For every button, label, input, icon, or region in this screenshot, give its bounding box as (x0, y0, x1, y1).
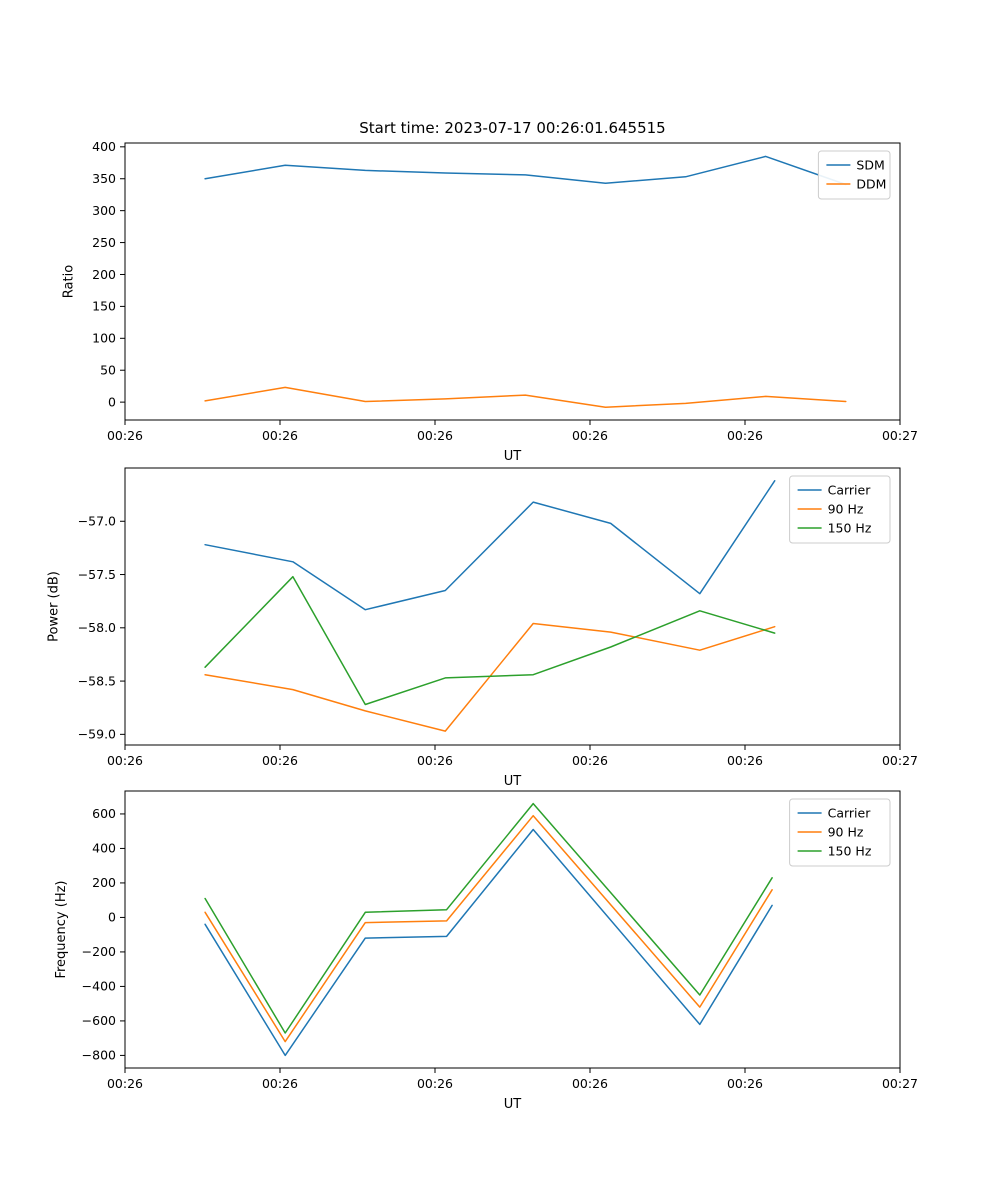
x-axis-label: UT (504, 449, 522, 464)
axes-frame (124, 790, 901, 1069)
y-tick-label: 400 (92, 841, 116, 856)
legend-label: 150 Hz (828, 843, 872, 858)
x-tick-label: 00:26 (107, 753, 143, 768)
figure-title: Start time: 2023-07-17 00:26:01.645515 (359, 119, 665, 137)
x-tick-label: 00:26 (262, 428, 298, 443)
y-tick-label: 150 (92, 299, 116, 314)
legend-label: 90 Hz (828, 501, 864, 516)
y-axis-label: Frequency (Hz) (54, 880, 69, 978)
y-tick-label: −58.5 (78, 673, 116, 688)
legend: SDM DDM (817, 150, 891, 200)
y-tick-label: 250 (92, 235, 116, 250)
x-tick-label: 00:26 (572, 1076, 608, 1091)
x-tick-label: 00:26 (727, 428, 763, 443)
series-line-ddm (204, 386, 847, 408)
legend-label: DDM (856, 176, 886, 191)
legend-label: SDM (856, 157, 884, 172)
y-axis-label: Ratio (62, 265, 77, 298)
legend-label: Carrier (828, 805, 872, 820)
subplot-2: −59.0 −58.5 −58.0 −57.5 −57.0 00:26 00:26 00:26… (47, 467, 918, 789)
series-line-carrier (204, 480, 776, 611)
x-tick-label: 00:26 (572, 753, 608, 768)
y-tick-label: −400 (82, 979, 116, 994)
y-tick-label: 200 (92, 875, 116, 890)
x-axis-label: UT (504, 1097, 522, 1112)
series-line-150-hz (204, 575, 776, 706)
x-tick-label: 00:26 (262, 1076, 298, 1091)
axes-frame (124, 142, 901, 421)
legend-box (817, 150, 891, 200)
x-tick-label: 00:26 (262, 753, 298, 768)
x-tick-label: 00:27 (882, 753, 918, 768)
x-tick-label: 00:26 (107, 1076, 143, 1091)
y-tick-label: 0 (108, 910, 116, 925)
y-tick-label: 0 (108, 394, 116, 409)
y-tick-label: 300 (92, 203, 116, 218)
y-tick-label: 100 (92, 331, 116, 346)
x-tick-label: 00:26 (417, 428, 453, 443)
y-tick-label: −57.0 (78, 514, 116, 529)
axes-frame (124, 467, 901, 746)
y-tick-label: −57.5 (78, 567, 116, 582)
y-tick-label: 600 (92, 806, 116, 821)
legend-box (789, 798, 891, 867)
y-tick-label: −600 (82, 1013, 116, 1028)
y-tick-label: 350 (92, 171, 116, 186)
y-tick-label: 200 (92, 267, 116, 282)
x-tick-label: 00:26 (417, 753, 453, 768)
series-line-sdm (204, 155, 847, 186)
legend-box (789, 475, 891, 544)
x-tick-label: 00:26 (727, 753, 763, 768)
y-tick-label: −800 (82, 1048, 116, 1063)
y-tick-label: 400 (92, 139, 116, 154)
legend-label: Carrier (828, 482, 872, 497)
legend-label: 150 Hz (828, 520, 872, 535)
x-tick-label: 00:27 (882, 428, 918, 443)
series-line-carrier (204, 828, 773, 1057)
y-axis-label: Power (dB) (47, 571, 62, 642)
series-line-90-hz (204, 814, 773, 1043)
legend: Carrier 90 Hz 150 Hz (789, 475, 891, 544)
y-tick-label: −59.0 (78, 727, 116, 742)
legend-label: 90 Hz (828, 824, 864, 839)
legend: Carrier 90 Hz 150 Hz (789, 798, 891, 867)
series-line-150-hz (204, 802, 773, 1034)
x-axis-label: UT (504, 774, 522, 789)
x-tick-label: 00:26 (417, 1076, 453, 1091)
x-tick-label: 00:26 (572, 428, 608, 443)
subplot-1: 0 50 100 150 200 250 300 350 400 00:26 00:26 00:26 0… (62, 119, 919, 464)
y-tick-label: −200 (82, 944, 116, 959)
subplot-3: −800 −600 −400 −200 0 200 400 600 00:26 00:26 00:2… (54, 790, 918, 1112)
x-tick-label: 00:27 (882, 1076, 918, 1091)
series-line-90-hz (204, 622, 776, 732)
y-tick-label: −58.0 (78, 620, 116, 635)
x-tick-label: 00:26 (727, 1076, 763, 1091)
x-tick-label: 00:26 (107, 428, 143, 443)
y-tick-label: 50 (100, 363, 116, 378)
